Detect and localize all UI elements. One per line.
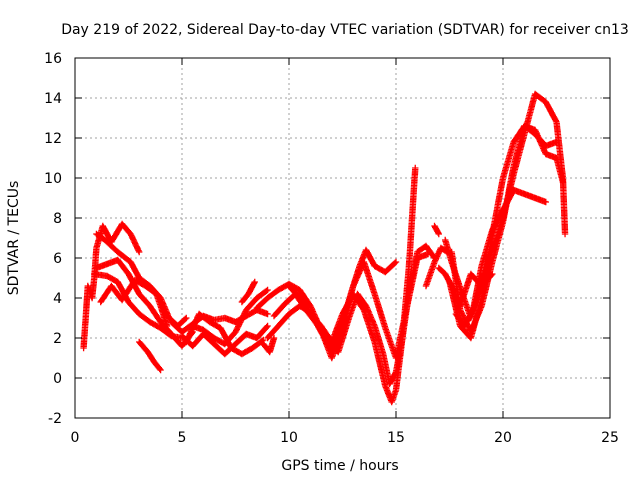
x-tick-label: 10 [280,430,298,446]
data-point-markers [178,322,271,358]
data-point-markers [422,244,451,290]
series-trace-17 [431,222,442,238]
y-tick-label: 16 [44,51,62,67]
x-tick-label: 25 [601,430,619,446]
x-tick-label: 20 [494,430,512,446]
y-tick-label: 10 [44,171,62,187]
y-tick-label: 8 [53,211,62,227]
x-tick-label: 0 [71,430,80,446]
series-trace-6 [136,338,164,374]
series-trace-12 [260,334,278,356]
y-tick-label: 12 [44,131,62,147]
data-point-markers [285,164,419,406]
series-trace-23 [422,244,451,290]
chart-title: Day 219 of 2022, Sidereal Day-to-day VTE… [61,22,629,38]
x-tick-label: 5 [178,430,187,446]
series-trace-22 [452,186,549,330]
data-point-markers [431,222,442,238]
y-tick-label: 6 [53,251,62,267]
x-tick-label: 15 [387,430,405,446]
data-point-markers [136,338,164,374]
y-tick-label: 2 [53,331,62,347]
y-tick-label: 14 [44,91,62,107]
data-point-markers [97,276,171,330]
plot-frame [74,57,611,419]
x-axis-label: GPS time / hours [281,458,398,474]
y-tick-label: -2 [48,411,62,427]
axis-ticks: 0 5 10 15 20 25 -2 0 2 4 6 8 10 12 14 16 [44,51,619,446]
data-series [80,90,569,406]
y-tick-label: 0 [53,371,62,387]
y-axis-label: SDTVAR / TECUs [6,181,22,296]
series-trace-8 [178,322,271,358]
series-trace-16 [285,164,419,406]
y-tick-label: 4 [53,291,62,307]
series-trace-10 [183,310,267,358]
series-trace-11 [238,278,258,306]
series-trace-5 [97,276,171,330]
data-point-markers [183,310,267,358]
data-point-markers [452,186,549,330]
data-point-markers [238,278,258,306]
data-point-markers [260,334,278,356]
